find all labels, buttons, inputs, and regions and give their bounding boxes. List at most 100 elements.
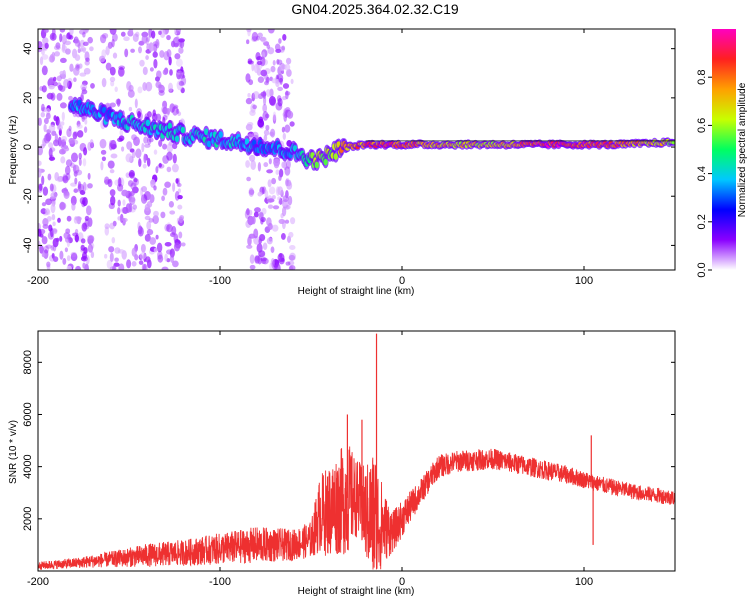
heatmap-speckle: [141, 185, 148, 193]
heatmap-speckle: [171, 104, 179, 109]
heatmap-speckle: [275, 169, 280, 176]
heatmap-speckle: [270, 246, 275, 254]
heatmap-speckle: [116, 98, 121, 107]
heatmap-speckle: [109, 189, 116, 197]
heatmap-speckle: [64, 165, 71, 175]
heatmap-speckle: [120, 31, 126, 37]
heatmap-speckle: [73, 170, 78, 177]
heatmap-speckle: [248, 189, 255, 195]
heatmap-speckle: [153, 210, 159, 217]
heatmap-speckle: [163, 51, 170, 61]
heatmap-speckle: [118, 65, 126, 70]
snr-x-tick-label: 100: [575, 576, 593, 588]
heatmap-speckle: [245, 220, 252, 228]
heatmap-speckle: [73, 139, 79, 145]
heatmap-speckle: [44, 42, 49, 49]
heatmap-speckle: [50, 227, 54, 238]
heatmap-speckle: [128, 29, 134, 36]
heatmap-speckle: [142, 66, 148, 76]
heatmap-speckle: [133, 136, 140, 147]
heatmap-speckle: [78, 158, 82, 166]
heatmap-speckle: [138, 46, 142, 54]
heatmap-speckle: [281, 206, 287, 217]
heatmap-speckle: [101, 77, 107, 88]
heatmap-speckle: [108, 142, 113, 151]
heatmap-speckle: [128, 202, 133, 213]
heatmap-speckle: [277, 196, 282, 201]
snr-line: [38, 446, 675, 570]
heatmap-speckle: [82, 158, 87, 167]
heatmap-speckle: [176, 80, 183, 91]
heatmap-speckle: [68, 137, 75, 145]
heatmap-speckle: [169, 254, 175, 263]
heatmap-speckle: [248, 233, 256, 239]
heatmap-ridge-core: [333, 153, 338, 160]
heatmap-speckle: [43, 133, 51, 144]
heatmap-speckle: [60, 57, 67, 64]
heatmap-speckle: [45, 112, 51, 120]
heatmap-speckle: [43, 117, 49, 125]
heatmap-speckle: [267, 47, 275, 55]
heatmap-speckle: [278, 38, 282, 44]
heatmap-speckle: [45, 244, 52, 249]
heatmap-speckle: [75, 169, 83, 176]
heatmap-speckle: [112, 220, 117, 227]
heatmap-speckle: [284, 166, 291, 176]
heatmap-marks: [38, 29, 675, 270]
heatmap-speckle: [153, 247, 158, 253]
figure-title: GN04.2025.364.02.32.C19: [291, 1, 459, 17]
heatmap-speckle: [262, 111, 269, 121]
heatmap-speckle: [252, 91, 260, 100]
heatmap-speckle: [59, 148, 66, 155]
heatmap-speckle: [65, 159, 73, 167]
heatmap-speckle: [77, 183, 85, 192]
heatmap-speckle: [52, 238, 59, 248]
heatmap-x-tick-label: 0: [399, 275, 405, 287]
heatmap-speckle: [248, 187, 255, 197]
heatmap-speckle: [267, 29, 275, 34]
heatmap-speckle: [63, 145, 69, 150]
heatmap-speckle: [62, 175, 69, 184]
heatmap-speckle: [71, 152, 78, 163]
heatmap-speckle: [149, 67, 154, 72]
heatmap-ridge-core: [180, 126, 186, 134]
heatmap-speckle: [285, 261, 291, 266]
heatmap-speckle: [74, 54, 81, 61]
snr-y-axis-label: SNR (10 * v/v): [8, 420, 19, 484]
heatmap-speckle: [246, 244, 253, 249]
heatmap-speckle: [152, 215, 159, 225]
heatmap-speckle: [267, 204, 274, 209]
heatmap-speckle: [146, 220, 152, 231]
heatmap-speckle: [290, 78, 294, 85]
heatmap-speckle: [59, 70, 65, 76]
heatmap-speckle: [56, 176, 62, 183]
heatmap-speckle: [267, 179, 272, 188]
heatmap-speckle: [81, 115, 85, 123]
heatmap-speckle: [42, 218, 49, 226]
heatmap-speckle: [84, 262, 89, 270]
heatmap-speckle: [140, 243, 146, 253]
heatmap-speckle: [72, 232, 79, 237]
heatmap-speckle: [278, 218, 286, 224]
heatmap-speckle: [132, 204, 138, 210]
heatmap-speckle: [280, 232, 286, 240]
heatmap-speckle: [43, 245, 49, 254]
heatmap-speckle: [178, 47, 184, 54]
heatmap-speckle: [44, 29, 49, 33]
heatmap-speckle: [158, 139, 163, 147]
heatmap-speckle: [68, 95, 73, 101]
heatmap-speckle: [44, 208, 50, 215]
heatmap-speckle: [65, 228, 71, 235]
heatmap-speckle: [176, 182, 182, 188]
heatmap-speckle: [143, 136, 148, 144]
heatmap-speckle: [279, 62, 286, 72]
snr-x-tick-label: 0: [399, 576, 405, 588]
heatmap-speckle: [60, 121, 65, 126]
heatmap-ridge-core: [314, 161, 319, 169]
heatmap-speckle: [284, 124, 291, 133]
heatmap-speckle: [114, 247, 121, 254]
heatmap-speckle: [56, 124, 63, 131]
heatmap-speckle: [278, 200, 284, 205]
heatmap-speckle: [247, 93, 251, 98]
heatmap-speckle: [162, 143, 168, 150]
